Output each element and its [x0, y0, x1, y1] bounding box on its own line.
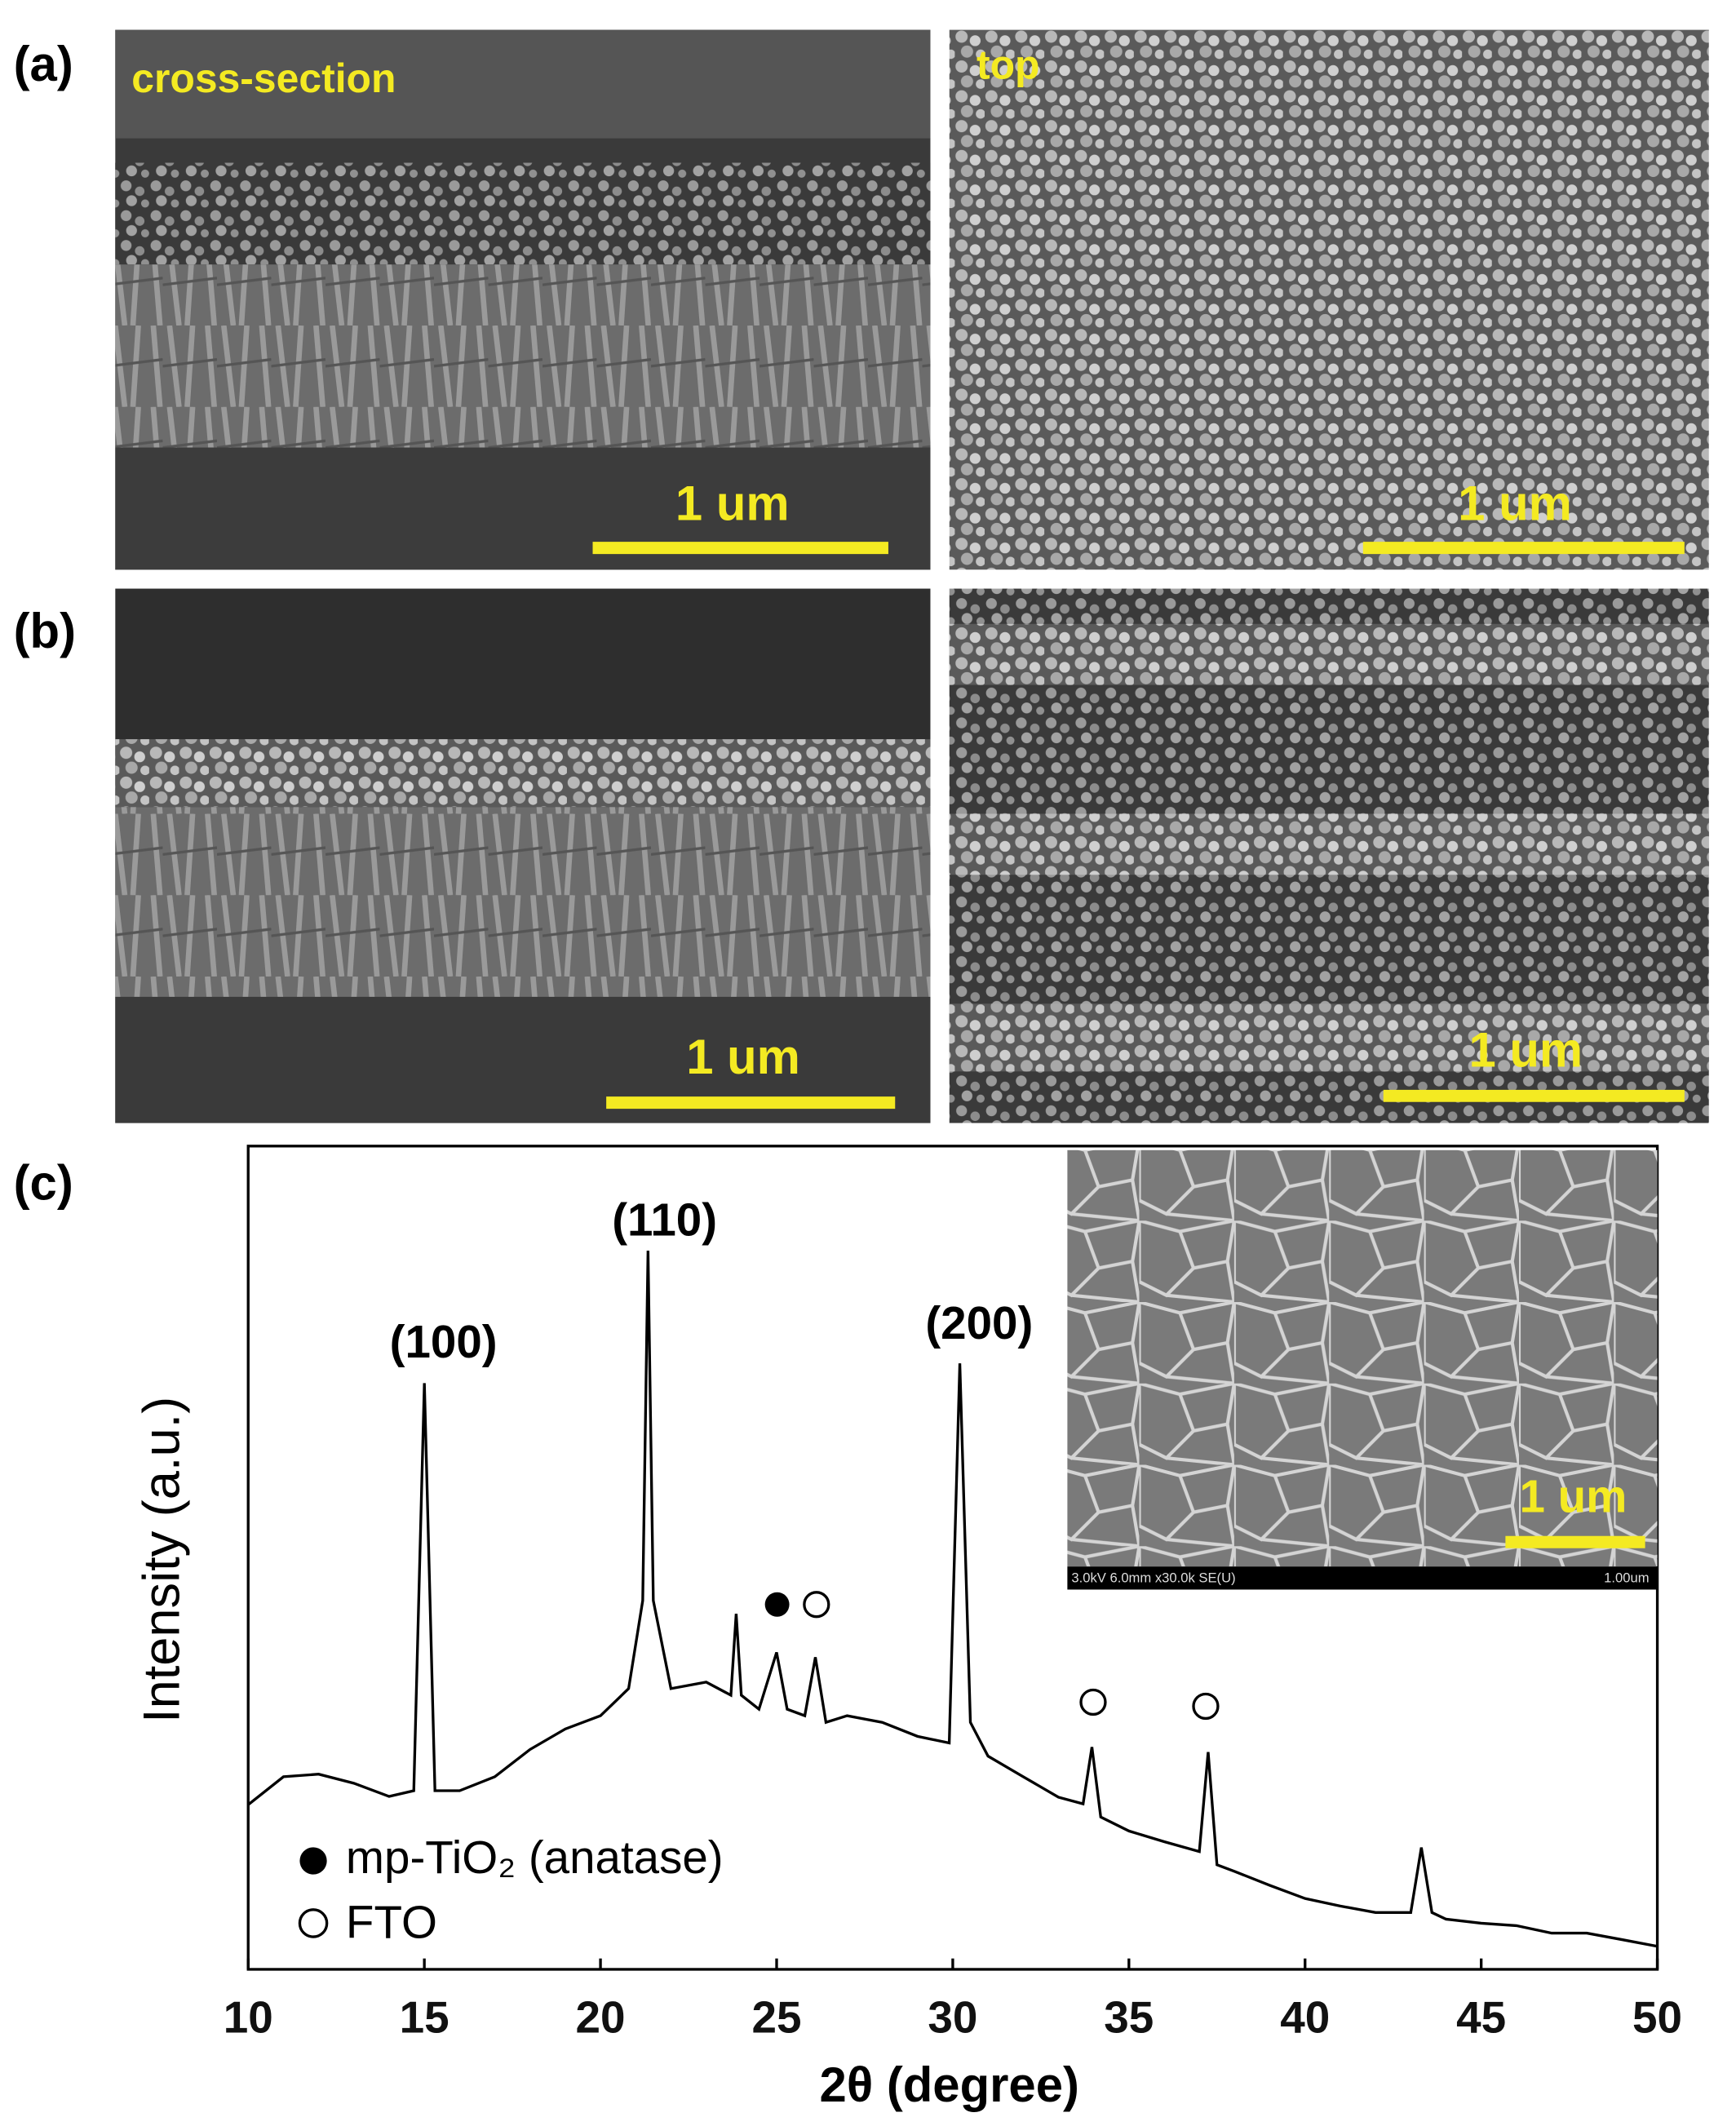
- x-tick-label: 40: [1280, 1992, 1330, 2043]
- sem-image: top 1 um: [949, 29, 1709, 570]
- peak-label: (100): [390, 1316, 498, 1367]
- legend-label: mp-TiO₂ (anatase): [346, 1831, 724, 1883]
- x-tick-label: 35: [1104, 1992, 1154, 2043]
- sem-image: 1 um: [949, 588, 1709, 1123]
- x-tick-label: 20: [576, 1992, 626, 2043]
- xrd-line: [247, 1250, 1658, 1948]
- inset-info: 3.0kV 6.0mm x30.0k SE(U): [1071, 1570, 1235, 1586]
- panel-label: (b): [14, 604, 76, 658]
- y-axis-label: Intensity (a.u.): [134, 1397, 191, 1723]
- legend-marker: [299, 1847, 327, 1875]
- panel-label: (a): [14, 37, 73, 91]
- image-label: cross-section: [131, 55, 396, 101]
- scale-bar-label: 1 um: [1468, 1023, 1583, 1078]
- x-tick-label: 15: [400, 1992, 450, 2043]
- image-label: top: [976, 42, 1040, 87]
- x-tick-label: 50: [1632, 1992, 1682, 2043]
- scale-bar-label: 1 um: [675, 476, 790, 531]
- sem-image: cross-section 1 um: [115, 29, 931, 570]
- scale-bar-label: 1 um: [686, 1030, 800, 1084]
- x-tick-label: 30: [928, 1992, 977, 2043]
- peak-label: (110): [612, 1194, 717, 1246]
- legend-label: FTO: [346, 1897, 437, 1948]
- panel-label: (c): [14, 1156, 73, 1211]
- scale-bar-label: 1 um: [1458, 476, 1572, 531]
- sem-inset: 3.0kV 6.0mm x30.0k SE(U) 1.00um 1 um: [1067, 1149, 1658, 1590]
- x-tick-label: 45: [1456, 1992, 1506, 2043]
- inset-info-scale: 1.00um: [1604, 1570, 1649, 1586]
- x-axis-label: 2θ (degree): [820, 2057, 1079, 2112]
- legend-marker: [298, 1908, 329, 1938]
- phase-markers: [764, 1591, 1220, 1721]
- peak-label: (200): [925, 1297, 1033, 1349]
- sem-image: 1 um: [115, 588, 931, 1123]
- x-tick-label: 10: [224, 1992, 273, 2043]
- scale-bar-label: 1 um: [1520, 1471, 1628, 1522]
- x-tick-label: 25: [751, 1992, 801, 2043]
